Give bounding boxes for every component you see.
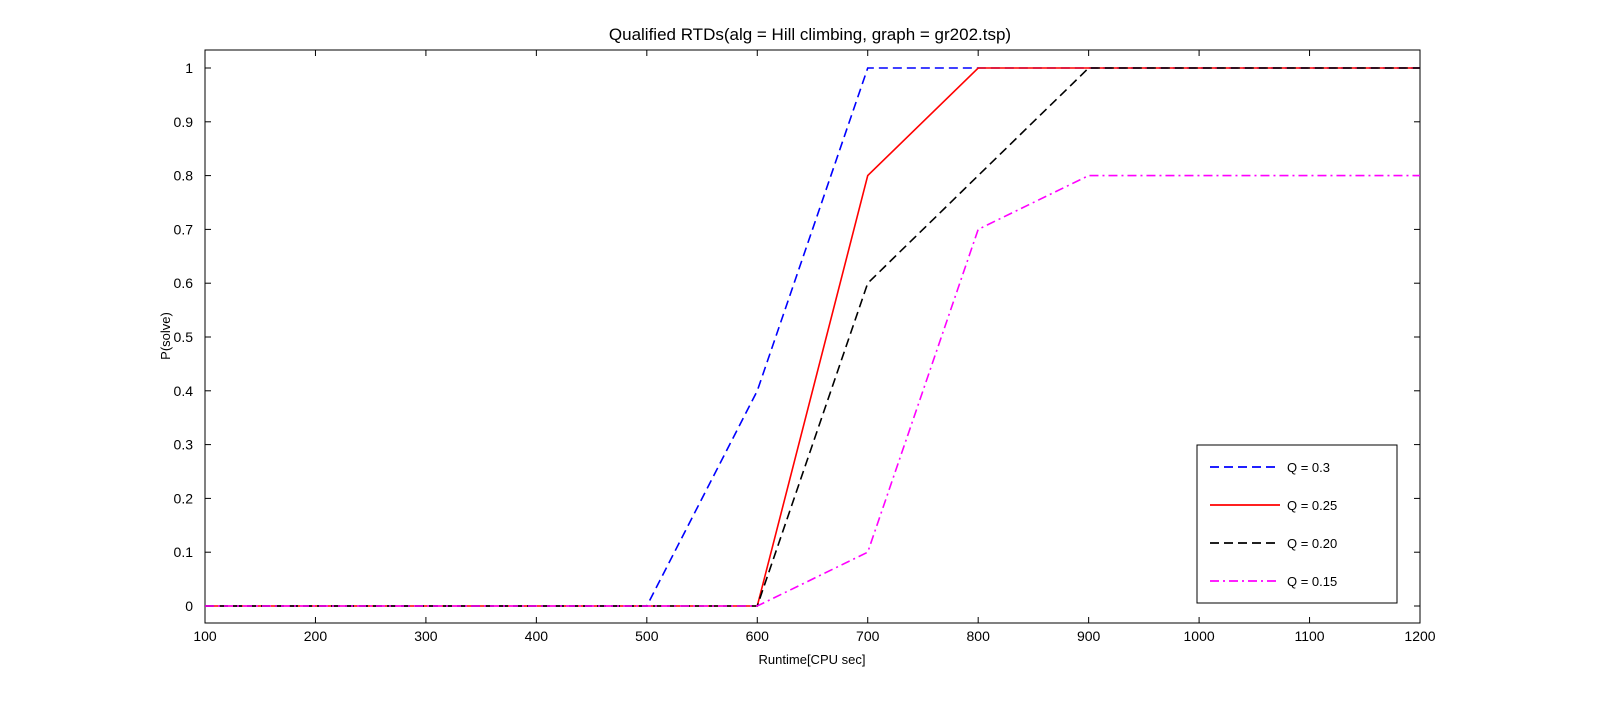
x-tick-label: 1000 [1184,628,1215,644]
legend-label: Q = 0.20 [1287,536,1337,551]
x-tick-label: 300 [414,628,438,644]
legend-box [1196,444,1398,604]
legend-label: Q = 0.25 [1287,498,1337,513]
y-tick-label: 0.7 [174,221,194,237]
y-tick-label: 0.2 [174,490,194,506]
y-tick-label: 0.6 [174,275,194,291]
x-tick-label: 700 [856,628,880,644]
x-tick-label: 900 [1077,628,1101,644]
y-tick-label: 0.5 [174,329,194,345]
y-tick-label: 0.1 [174,544,194,560]
legend-label: Q = 0.15 [1287,574,1337,589]
y-tick-label: 0.9 [174,114,194,130]
x-tick-label: 400 [525,628,549,644]
x-tick-label: 500 [635,628,659,644]
y-tick-label: 1 [185,60,193,76]
legend: Q = 0.3 Q = 0.25 Q = 0.20 Q = 0.15 [1196,444,1398,604]
y-tick-label: 0 [185,598,193,614]
series-line-4 [205,174,1420,607]
chart-title: Qualified RTDs(alg = Hill climbing, grap… [609,25,1011,44]
x-tick-label: 1200 [1404,628,1435,644]
legend-label: Q = 0.3 [1287,460,1330,475]
x-axis-label: Runtime[CPU sec] [759,652,866,667]
y-tick-label: 0.8 [174,168,194,184]
y-axis-label: P(solve) [158,312,173,360]
y-tick-label: 0.4 [174,383,194,399]
x-tick-label: 200 [304,628,328,644]
x-tick-label: 100 [193,628,217,644]
series-line-3 [205,67,1420,607]
x-tick-label: 1100 [1294,628,1324,644]
x-tick-label: 800 [967,628,991,644]
x-tick-label: 600 [746,628,770,644]
y-tick-label: 0.3 [174,437,194,453]
